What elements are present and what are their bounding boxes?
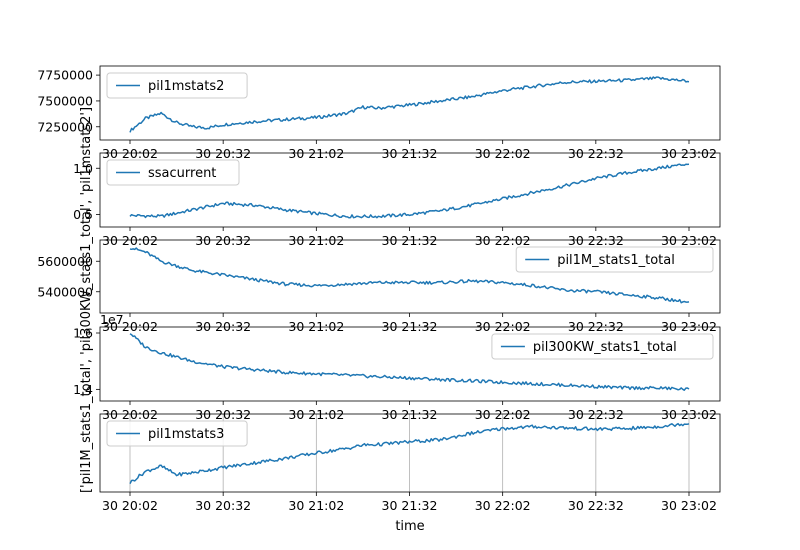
x-tick-label: 30 20:32	[195, 146, 251, 161]
x-tick-label: 30 21:32	[382, 146, 438, 161]
panel-1: 30 20:02 30 20:32 30 21:02 30 21:32 30 22:02…	[37, 65, 721, 161]
x-tick-label: 30 21:02	[288, 233, 344, 248]
x-tick-label: 30 20:02	[102, 319, 158, 334]
legend-label: pil1M_stats1_total	[557, 253, 675, 268]
y-axis-title: ['pil1M_stats1_total', 'pil300KW_stats1_…	[79, 107, 94, 493]
x-tick-label: 30 22:32	[568, 233, 624, 248]
y-tick-label: 7500000	[37, 93, 93, 108]
x-tick-label: 30 22:02	[475, 146, 531, 161]
y-tick-label: 1.4	[73, 382, 93, 397]
panel-3: 30 20:02 30 20:32 30 21:02 30 21:32 30 22:02…	[37, 239, 721, 334]
series-line-pil300KW_stats1_total	[129, 333, 690, 391]
series-line-pil1mstats2	[129, 76, 690, 133]
x-tick-label: 30 23:02	[661, 498, 717, 513]
legend: pil1mstats2	[106, 72, 248, 99]
x-tick-label: 30 20:02	[102, 498, 158, 513]
series-line-pil1mstats3	[129, 422, 690, 485]
x-tick-label: 30 21:02	[288, 498, 344, 513]
y-tick-label: 5600000	[37, 254, 93, 269]
x-tick-label: 30 22:32	[568, 146, 624, 161]
x-tick-label: 30 21:32	[382, 498, 438, 513]
legend-box	[491, 333, 714, 360]
x-tick-label: 30 22:32	[568, 498, 624, 513]
x-tick-label: 30 22:02	[475, 319, 531, 334]
x-tick-label: 30 23:02	[661, 233, 717, 248]
x-axis-title: time	[395, 519, 424, 534]
legend-box	[106, 72, 248, 99]
y-tick-label: 1.0	[73, 161, 93, 176]
y-tick-label: 1.6	[73, 326, 93, 341]
legend-label: pil1mstats2	[148, 79, 224, 94]
axes-frame	[99, 65, 721, 141]
axes-frame	[99, 413, 721, 493]
legend-box	[106, 159, 240, 186]
x-tick-label: 30 21:32	[382, 233, 438, 248]
legend-label: ssacurrent	[148, 166, 216, 181]
x-tick-label: 30 21:02	[288, 319, 344, 334]
x-tick-label: 30 23:02	[661, 146, 717, 161]
series-line-pil1M_stats1_total	[129, 247, 690, 304]
x-tick-label: 30 20:32	[195, 498, 251, 513]
panel-5: 30 20:02 30 20:32 30 21:02 30 21:32 30 22:02…	[99, 413, 721, 513]
legend: pil1mstats3	[106, 420, 248, 447]
legend-label: pil1mstats3	[148, 427, 224, 442]
legend: ssacurrent	[106, 159, 240, 186]
y-offset-label: 1e7	[100, 312, 124, 327]
x-tick-label: 30 22:32	[568, 319, 624, 334]
y-tick-label: 0.5	[73, 207, 93, 222]
x-tick-label: 30 23:02	[661, 319, 717, 334]
series-line-ssacurrent	[129, 163, 690, 219]
x-tick-label: 30 20:02	[102, 233, 158, 248]
x-tick-label: 30 20:32	[195, 233, 251, 248]
axes-frame	[99, 239, 721, 314]
x-tick-label: 30 21:02	[288, 146, 344, 161]
legend-box	[515, 246, 714, 273]
x-tick-label: 30 22:02	[475, 498, 531, 513]
legend: pil1M_stats1_total	[515, 246, 714, 273]
y-tick-label: 7750000	[37, 68, 93, 83]
panel-2: 30 20:02 30 20:32 30 21:02 30 21:32 30 22:02…	[73, 152, 721, 248]
x-tick-label: 30 20:32	[195, 319, 251, 334]
x-tick-label: 30 21:32	[382, 319, 438, 334]
legend-box	[106, 420, 248, 447]
axes-frame	[99, 152, 721, 228]
legend: pil300KW_stats1_total	[491, 333, 714, 360]
x-tick-label: 30 20:02	[102, 146, 158, 161]
x-tick-label: 30 22:02	[475, 233, 531, 248]
y-tick-label: 5400000	[37, 284, 93, 299]
axes-frame	[99, 326, 721, 402]
legend-label: pil300KW_stats1_total	[533, 340, 677, 355]
y-tick-label: 7250000	[37, 119, 93, 134]
panel-4: 30 20:02 30 20:32 30 21:02 30 21:32 30 22:02…	[73, 312, 721, 422]
